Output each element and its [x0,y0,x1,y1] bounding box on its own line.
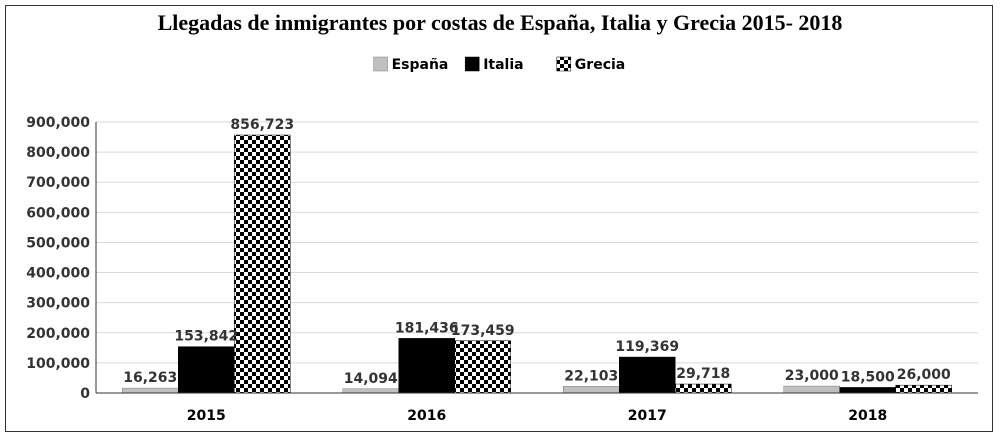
bar-checker [454,340,511,394]
legend: España Italia Grecia [373,56,625,73]
bars [122,134,952,394]
x-axis: 2015 2016 2017 2018 [96,392,978,424]
y-tick-label: 700,000 [26,175,90,191]
x-tick-label: 2018 [848,408,887,424]
y-tick-label: 100,000 [26,356,90,372]
data-label: 23,000 [785,368,839,384]
bar-checker [675,383,732,394]
y-axis: 0 100,000 200,000 300,000 400,000 500,000 600,… [26,115,97,402]
x-tick-label: 2015 [187,408,226,424]
bar-solid-black [178,346,235,394]
data-label: 22,103 [564,368,618,384]
bar-checker [895,384,952,394]
y-tick-label: 600,000 [26,205,90,221]
data-label: 26,000 [897,367,951,383]
y-tick-label: 500,000 [26,235,90,251]
legend-label: Grecia [575,57,625,73]
bar-solid-black [839,387,896,394]
data-labels: 16,263 153,842 856,723 14,094 181,436173,459… [123,117,951,387]
bar-solid-gray [122,387,179,394]
chart-title: Llegadas de inmigrantes por costas de Es… [157,10,843,35]
bar-solid-gray [783,385,840,394]
data-label: 18,500 [841,369,895,385]
y-tick-label: 900,000 [26,115,90,131]
bar-solid-black [619,356,676,394]
data-label: 173,459 [451,323,515,339]
bar-solid-black [398,338,455,394]
bar-checker [234,134,291,394]
data-label: 181,436 [395,320,459,336]
y-tick-label: 300,000 [26,296,90,312]
y-tick-label: 400,000 [26,266,90,282]
bar-solid-gray [563,386,620,394]
y-tick-label: 800,000 [26,145,90,161]
y-tick-label: 200,000 [26,326,90,342]
x-tick-label: 2016 [407,408,446,424]
data-label: 16,263 [123,370,177,386]
legend-label: España [392,57,449,73]
legend-swatch [556,56,572,72]
legend-label: Italia [483,57,523,73]
legend-swatch [373,56,388,72]
gridlines [96,121,978,364]
data-label: 29,718 [676,366,730,382]
bar-solid-gray [342,388,399,394]
legend-swatch [464,56,480,72]
y-tick-label: 0 [80,386,90,402]
data-label: 153,842 [174,329,238,345]
data-label: 14,094 [344,371,398,387]
x-tick-label: 2017 [628,408,667,424]
data-label: 856,723 [230,117,294,133]
data-label: 119,369 [615,339,679,355]
